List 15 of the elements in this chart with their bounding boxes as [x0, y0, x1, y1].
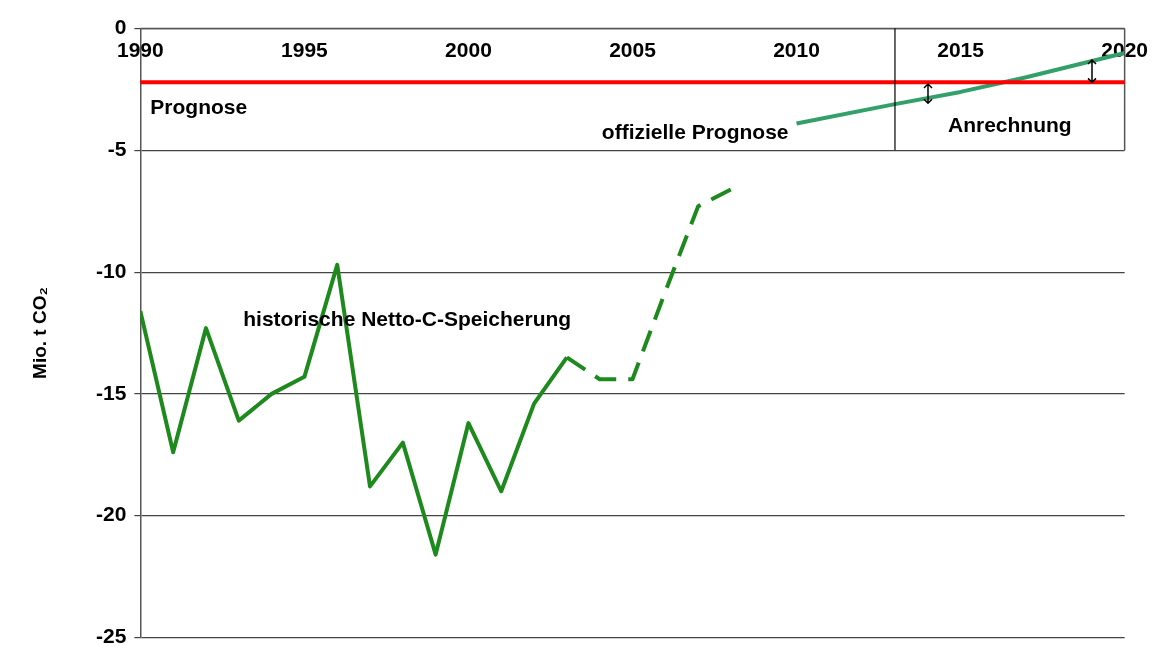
y-tick-label: -25 [95, 624, 127, 648]
y-tick-label: -10 [95, 258, 127, 282]
y-tick-label: 0 [114, 15, 127, 39]
x-tick-label: 2000 [445, 38, 492, 61]
y-tick-label: -5 [107, 137, 127, 161]
series-label: offizielle Prognose [601, 120, 789, 144]
x-tick-label: 2010 [773, 38, 820, 61]
y-axis-title: Mio. t CO₂ [29, 287, 50, 379]
ref-line-label: Prognose [150, 95, 248, 119]
ref-line-label: Anrechnung [947, 113, 1072, 137]
y-tick-label: -15 [95, 380, 127, 404]
x-tick-label: 2005 [609, 38, 657, 61]
x-tick-label: 2015 [937, 38, 985, 61]
x-tick-label: 1995 [281, 38, 329, 61]
y-tick-label: -20 [95, 502, 127, 526]
